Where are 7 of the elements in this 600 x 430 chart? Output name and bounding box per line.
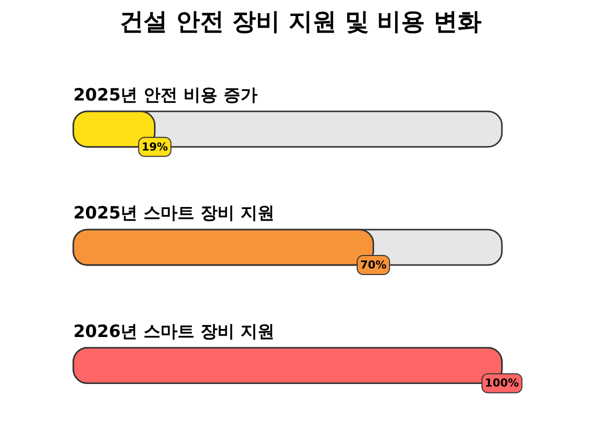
y-tick-label: 2026년 스마트 장비 지원 xyxy=(73,322,274,342)
chart-title: 건설 안전 장비 지원 및 비용 변화 xyxy=(119,8,482,36)
data-label: 70% xyxy=(360,258,387,272)
y-tick-label: 2025년 안전 비용 증가 xyxy=(73,86,258,106)
data-label: 100% xyxy=(484,376,519,390)
data-label: 19% xyxy=(142,140,168,154)
y-tick-label: 2025년 스마트 장비 지원 xyxy=(73,204,274,224)
